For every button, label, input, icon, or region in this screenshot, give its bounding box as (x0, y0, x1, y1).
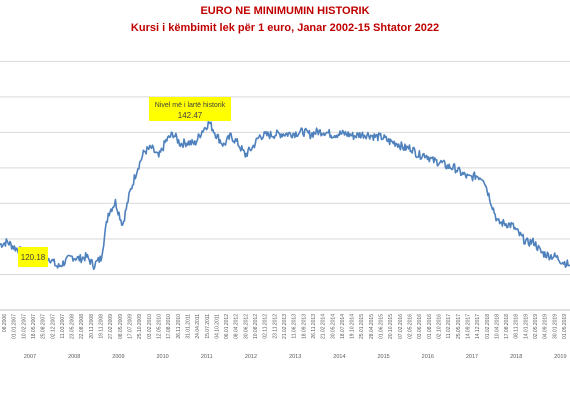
x-tick-label: 08.05.2009 (118, 314, 124, 339)
x-tick-label: 18.09.2013 (301, 314, 307, 339)
chart-subtitle: Kursi i këmbimit lek për 1 euro, Janar 2… (131, 22, 439, 34)
x-tick-label: 22.08.2008 (79, 314, 85, 339)
annotation-low: 120.18 (18, 247, 48, 267)
x-tick-label: 11.06.2013 (292, 314, 298, 339)
x-tick-label: 17.07.2009 (128, 314, 134, 339)
x-tick-label: 14.09.2017 (465, 314, 471, 339)
x-tick-label: 24.04.2011 (195, 314, 201, 339)
x-tick-label: 30.05.2014 (330, 314, 336, 339)
annotation-low-box (18, 247, 48, 267)
chart-title: EURO NE MINIMUMIN HISTORIK (200, 5, 369, 17)
year-label: 2015 (377, 354, 389, 360)
x-tick-label: 23.05.2008 (70, 314, 76, 339)
x-tick-label: 02.05.2019 (533, 314, 539, 339)
x-tick-label: 14.12.2017 (475, 314, 481, 339)
year-label: 2009 (112, 354, 124, 360)
x-tick-label: 08.04.2012 (234, 314, 240, 339)
annotation-low-value: 120.18 (21, 253, 46, 262)
x-tick-label: 21.02.2014 (321, 314, 327, 339)
x-tick-label: 26.11.2013 (311, 314, 317, 339)
x-tick-label: 30.06.2012 (243, 314, 249, 339)
x-tick-label: 10.04.2018 (494, 314, 500, 339)
x-tick-label: 04.09.2019 (543, 314, 549, 339)
x-tick-label: 02.05.2016 (408, 314, 414, 339)
series-layer (0, 120, 570, 271)
x-tick-label: 04.10.2011 (214, 314, 220, 339)
x-tick-label: 25.01.2015 (359, 314, 365, 339)
annotation-high-label: Nivel më i lartë historik (155, 102, 226, 109)
x-tick-label: 18.07.2014 (340, 314, 346, 339)
x-tick-label: 31.01.2011 (185, 314, 191, 339)
x-tick-label: 19.10.2014 (350, 314, 356, 339)
x-tick-label: 15.07.2011 (205, 314, 211, 339)
x-tick-label: 20.10.2015 (388, 314, 394, 339)
year-labels: 2007 2008 2009 2010 2011 2012 2013 2014 2015 2016… (24, 354, 567, 360)
year-label: 2014 (333, 354, 345, 360)
year-label: 2018 (510, 354, 522, 360)
x-tick-label: 08.2006 (2, 314, 8, 332)
x-tick-label: 23.11.2012 (272, 314, 278, 339)
x-tick-label: 10.08.2012 (253, 314, 259, 339)
x-tick-label: 19.11.2008 (99, 314, 105, 339)
x-tick-label: 11.03.2007 (60, 314, 66, 339)
x-tick-label: 01.08.2016 (427, 314, 433, 339)
year-label: 2013 (289, 354, 301, 360)
x-tick-label: 01.01.2007 (12, 314, 18, 339)
x-tick-label: 17.08.2010 (166, 314, 172, 339)
year-label: 2007 (24, 354, 36, 360)
x-tick-label: 11.02.2017 (446, 314, 452, 339)
x-tick-label: 27.02.2009 (108, 314, 114, 339)
year-label: 2016 (422, 354, 434, 360)
x-tick-label: 07.02.2016 (398, 314, 404, 339)
year-label: 2012 (245, 354, 257, 360)
x-tick-label: 18.05.2007 (31, 314, 37, 339)
x-tick-label: 25.10.2009 (137, 314, 143, 339)
annotation-high-value: 142.47 (178, 111, 203, 120)
year-label: 2017 (466, 354, 478, 360)
year-label: 2008 (68, 354, 80, 360)
x-tick-label: 03.02.2010 (147, 314, 153, 339)
x-tick-label: 30.01.2019 (552, 314, 558, 339)
gridlines (0, 60, 570, 275)
x-tick-labels: 08.2006 01.01.2007 10.02.2007 18.05.2007 25.… (2, 314, 568, 339)
annotation-high: Nivel më i lartë historik 142.47 (149, 97, 231, 121)
x-tick-label: 03.06.2016 (417, 314, 423, 339)
x-tick-label: 17.08.2018 (504, 314, 510, 339)
x-tick-label: 28.04.2015 (369, 314, 375, 339)
x-tick-label: 02.10.2016 (437, 314, 443, 339)
annotations: 120.18 Nivel më i lartë historik 142.47 (18, 97, 231, 267)
x-tick-label: 08.11.2018 (514, 314, 520, 339)
x-tick-label: 12.05.2010 (157, 314, 163, 339)
x-tick-label: 06.01.2012 (224, 314, 230, 339)
x-tick-label: 14.01.2019 (523, 314, 529, 339)
x-tick-label: 21.02.2013 (282, 314, 288, 339)
x-tick-label: 26.11.2010 (176, 314, 182, 339)
x-tick-label: 10.02.2007 (21, 314, 27, 339)
year-label: 2010 (156, 354, 168, 360)
year-label: 2011 (201, 354, 213, 360)
x-tick-label: 02.11.2012 (263, 314, 269, 339)
annotation-high-box (149, 97, 231, 121)
x-tick-label: 01.05.2019 (562, 314, 568, 339)
x-tick-label: 01.02.2018 (485, 314, 491, 339)
x-tick-label: 25.08.2007 (41, 314, 47, 339)
series-line (0, 120, 570, 271)
year-label: 2019 (554, 354, 566, 360)
x-tick-label: 25.05.2017 (456, 314, 462, 339)
x-tick-label: 02.12.2007 (50, 314, 56, 339)
x-tick-label: 01.06.2015 (379, 314, 385, 339)
x-tick-label: 20.11.2008 (89, 314, 95, 339)
